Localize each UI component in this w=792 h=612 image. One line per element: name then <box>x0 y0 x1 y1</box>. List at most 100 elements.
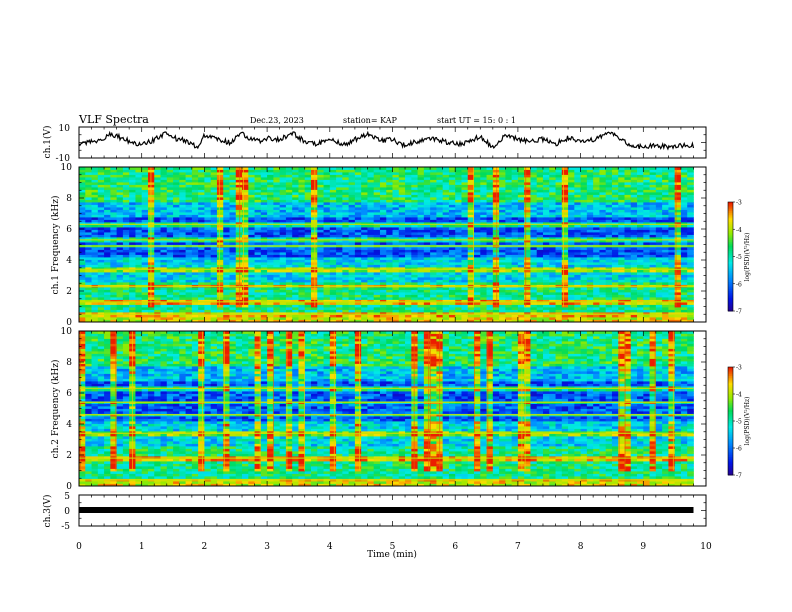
spectrogram-cell <box>97 267 105 270</box>
spectrogram-cell <box>135 214 143 218</box>
spectrogram-cell <box>260 262 268 265</box>
spectrogram-cell <box>467 277 475 280</box>
spectrogram-cell <box>317 254 324 258</box>
spectrogram-cell <box>204 209 212 213</box>
spectrogram-cell <box>524 217 531 220</box>
spectrogram-cell <box>242 224 249 228</box>
spectrogram-cell <box>198 232 205 235</box>
spectrogram-cell <box>342 239 350 243</box>
spectrogram-cell <box>166 314 174 318</box>
spectrogram-cell <box>517 294 525 298</box>
spectrogram-cell <box>285 229 293 233</box>
spectrogram-cell <box>436 197 444 200</box>
spectrogram-cell <box>185 224 193 228</box>
spectrogram-cell <box>354 202 362 205</box>
spectrogram-cell <box>524 224 531 228</box>
spectrogram-cell <box>367 309 375 313</box>
spectrogram-cell <box>455 287 462 290</box>
spectrogram-cell <box>505 309 513 313</box>
spectrogram-cell <box>668 219 676 223</box>
spectrogram-cell <box>285 297 293 300</box>
spectrogram-cell <box>486 242 494 245</box>
spectrogram-cell <box>430 202 437 205</box>
spectrogram-cell <box>235 317 243 320</box>
spectrogram-cell <box>304 319 312 323</box>
spectrogram-cell <box>361 259 368 263</box>
spectrogram-cell <box>417 209 425 213</box>
spectrogram-cell <box>310 297 318 300</box>
spectrogram-cell <box>467 317 475 320</box>
spectrogram-cell <box>248 267 255 270</box>
spectrogram-cell <box>442 197 450 200</box>
spectrogram-cell <box>317 204 324 208</box>
spectrogram-cell <box>467 197 475 200</box>
spectrogram-cell <box>455 309 462 313</box>
spectrogram-cell <box>304 219 312 223</box>
spectrogram-cell <box>235 204 243 208</box>
spectrogram-cell <box>135 289 143 293</box>
spectrogram-cell <box>593 229 600 233</box>
spectrogram-cell <box>185 292 193 295</box>
spectrogram-cell <box>104 292 111 295</box>
spectrogram-cell <box>141 292 149 295</box>
spectrogram-cell <box>79 204 86 208</box>
spectrogram-cell <box>486 279 494 283</box>
spectrogram-cell <box>298 279 306 283</box>
spectrogram-cell <box>85 282 92 285</box>
spectrogram-cell <box>279 304 287 308</box>
spectrogram-cell <box>323 212 331 215</box>
spectrogram-cell <box>674 262 682 265</box>
spectrogram-cell <box>122 292 130 295</box>
spectrogram-cell <box>517 242 525 245</box>
spectrogram-cell <box>229 217 237 220</box>
spectrogram-cell <box>442 307 450 310</box>
spectrogram-cell <box>436 204 444 208</box>
spectrogram-cell <box>292 309 299 313</box>
spectrogram-cell <box>379 204 387 208</box>
spectrogram-cell <box>580 222 588 225</box>
spectrogram-cell <box>474 224 481 228</box>
spectrogram-cell <box>517 229 525 233</box>
spectrogram-cell <box>568 314 575 318</box>
spectrogram-cell <box>423 287 431 290</box>
spectrogram-cell <box>79 234 86 238</box>
spectrogram-cell <box>160 212 168 215</box>
spectrogram-cell <box>386 279 393 283</box>
spectrogram-cell <box>79 274 86 278</box>
spectrogram-cell <box>185 202 193 205</box>
spectrogram-cell <box>116 264 124 268</box>
spectrogram-cell <box>586 267 594 270</box>
spectrogram-cell <box>379 289 387 293</box>
spectrogram-cell <box>392 234 400 238</box>
spectrogram-cell <box>599 314 607 318</box>
spectrogram-cell <box>624 229 632 233</box>
spectrogram-cell <box>674 314 682 318</box>
spectrogram-cell <box>292 227 299 230</box>
spectrogram-cell <box>367 289 375 293</box>
spectrogram-cell <box>442 207 450 210</box>
spectrogram-cell <box>474 237 481 240</box>
spectrogram-cell <box>135 269 143 273</box>
spectrogram-cell <box>474 264 481 268</box>
spectrogram-cell <box>549 209 556 213</box>
spectrogram-cell <box>298 297 306 300</box>
spectrogram-cell <box>79 307 86 310</box>
spectrogram-cell <box>624 269 632 273</box>
spectrogram-cell <box>348 214 356 218</box>
spectrogram-cell <box>511 289 519 293</box>
spectrogram-cell <box>662 257 669 260</box>
spectrogram-cell <box>317 202 324 205</box>
spectrogram-cell <box>285 274 293 278</box>
spectrogram-cell <box>129 207 136 210</box>
spectrogram-cell <box>166 262 174 265</box>
spectrogram-cell <box>405 269 412 273</box>
spectrogram-cell <box>97 229 105 233</box>
spectrogram-cell <box>129 254 136 258</box>
spectrogram-cell <box>511 317 519 320</box>
spectrogram-cell <box>593 207 600 210</box>
spectrogram-cell <box>618 294 625 298</box>
spectrogram-cell <box>423 299 431 303</box>
spectrogram-cell <box>242 247 249 250</box>
spectrogram-cell <box>530 204 538 208</box>
spectrogram-cell <box>593 312 600 315</box>
